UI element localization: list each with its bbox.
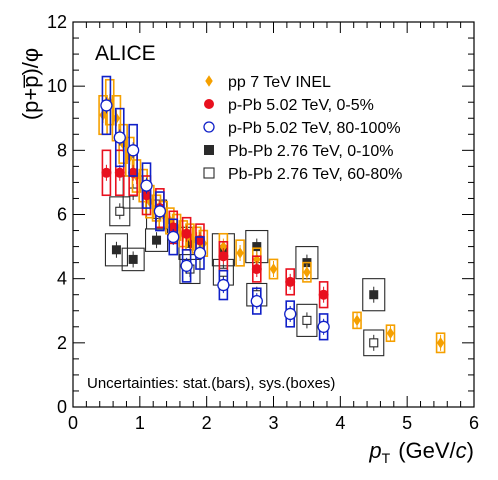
data-point (113, 131, 126, 144)
y-axis-label: (p+p̅)/φ (18, 48, 43, 120)
data-point (369, 338, 379, 348)
y-tick-label: 12 (47, 12, 67, 32)
legend-marker (204, 99, 214, 109)
data-point (386, 327, 395, 339)
data-point (218, 267, 228, 277)
sys-box (268, 258, 279, 280)
data-point (252, 242, 262, 252)
data-point (100, 99, 113, 112)
y-tick-label: 4 (57, 269, 67, 289)
legend-label: pp 7 TeV INEL (228, 74, 331, 91)
legend-label: p-Pb 5.02 TeV, 0-5% (228, 97, 374, 114)
legend-marker (203, 167, 215, 179)
legend-marker (203, 121, 215, 133)
series-3 (104, 226, 386, 312)
x-tick-label: 4 (335, 413, 345, 433)
data-point (317, 320, 330, 333)
data-point (217, 278, 230, 292)
y-tick-label: 10 (47, 76, 67, 96)
x-tick-label: 5 (402, 413, 412, 433)
data-point (126, 144, 140, 157)
data-point (219, 240, 228, 253)
sys-box (104, 233, 128, 267)
data-point (168, 222, 179, 233)
data-marks (98, 75, 446, 357)
data-point (153, 205, 167, 218)
data-point (115, 206, 125, 216)
data-point (193, 246, 207, 260)
legend-label: p-Pb 5.02 TeV, 80-100% (228, 120, 401, 137)
x-tick-label: 0 (68, 413, 78, 433)
legend-marker (204, 145, 214, 155)
data-point (284, 307, 297, 321)
sys-box (121, 247, 145, 272)
x-tick-label: 2 (202, 413, 212, 433)
sys-box (235, 239, 245, 267)
sys-box (352, 311, 362, 330)
data-point (353, 314, 361, 327)
data-point (141, 190, 152, 201)
x-axis-label-sub: T (382, 450, 391, 466)
sys-box (362, 278, 386, 312)
x-axis-label-main: p (368, 438, 381, 463)
data-point (181, 228, 192, 239)
data-point (269, 263, 278, 275)
x-axis-label: pT (GeV/c) (368, 438, 474, 466)
x-axis-label-unit-pre: (GeV/ (398, 438, 456, 463)
data-point (218, 251, 229, 262)
data-point (128, 254, 138, 264)
sys-box (385, 324, 396, 343)
legend: pp 7 TeV INEL p-Pb 5.02 TeV, 0-5% p-Pb 5.0… (203, 74, 402, 183)
x-tick-label: 1 (135, 413, 145, 433)
sys-box (435, 332, 446, 354)
data-point (369, 290, 379, 300)
data-point (251, 264, 262, 275)
sys-box (302, 261, 312, 283)
x-tick-label: 6 (469, 413, 479, 433)
data-point (318, 289, 329, 300)
x-axis-label-unit-post: ) (467, 438, 474, 463)
series-2 (100, 75, 330, 341)
x-tick-label: 3 (268, 413, 278, 433)
data-point (140, 179, 153, 192)
data-point (111, 245, 121, 255)
y-tick-label: 0 (57, 397, 67, 417)
chart-title: ALICE (95, 42, 156, 65)
sys-box (109, 196, 131, 227)
data-point (114, 167, 125, 178)
sys-box (296, 303, 318, 337)
legend-marker (205, 75, 213, 87)
data-point (101, 167, 112, 178)
legend-label: Pb-Pb 2.76 TeV, 0-10% (228, 143, 393, 160)
uncertainty-annotation: Uncertainties: stat.(bars), sys.(boxes) (87, 375, 335, 392)
y-tick-label: 2 (57, 333, 67, 353)
data-point (250, 294, 263, 308)
data-point (285, 276, 296, 287)
data-point (152, 235, 162, 245)
y-tick-label: 6 (57, 205, 67, 225)
data-point (236, 247, 244, 259)
data-point (180, 259, 193, 272)
y-tick-label: 8 (57, 140, 67, 160)
sys-box (363, 329, 385, 357)
data-point (302, 315, 312, 325)
data-point (167, 230, 180, 244)
data-point (303, 266, 311, 278)
data-point (436, 337, 445, 349)
x-axis-label-unit-c: c (456, 438, 467, 463)
legend-label: Pb-Pb 2.76 TeV, 60-80% (228, 166, 402, 183)
